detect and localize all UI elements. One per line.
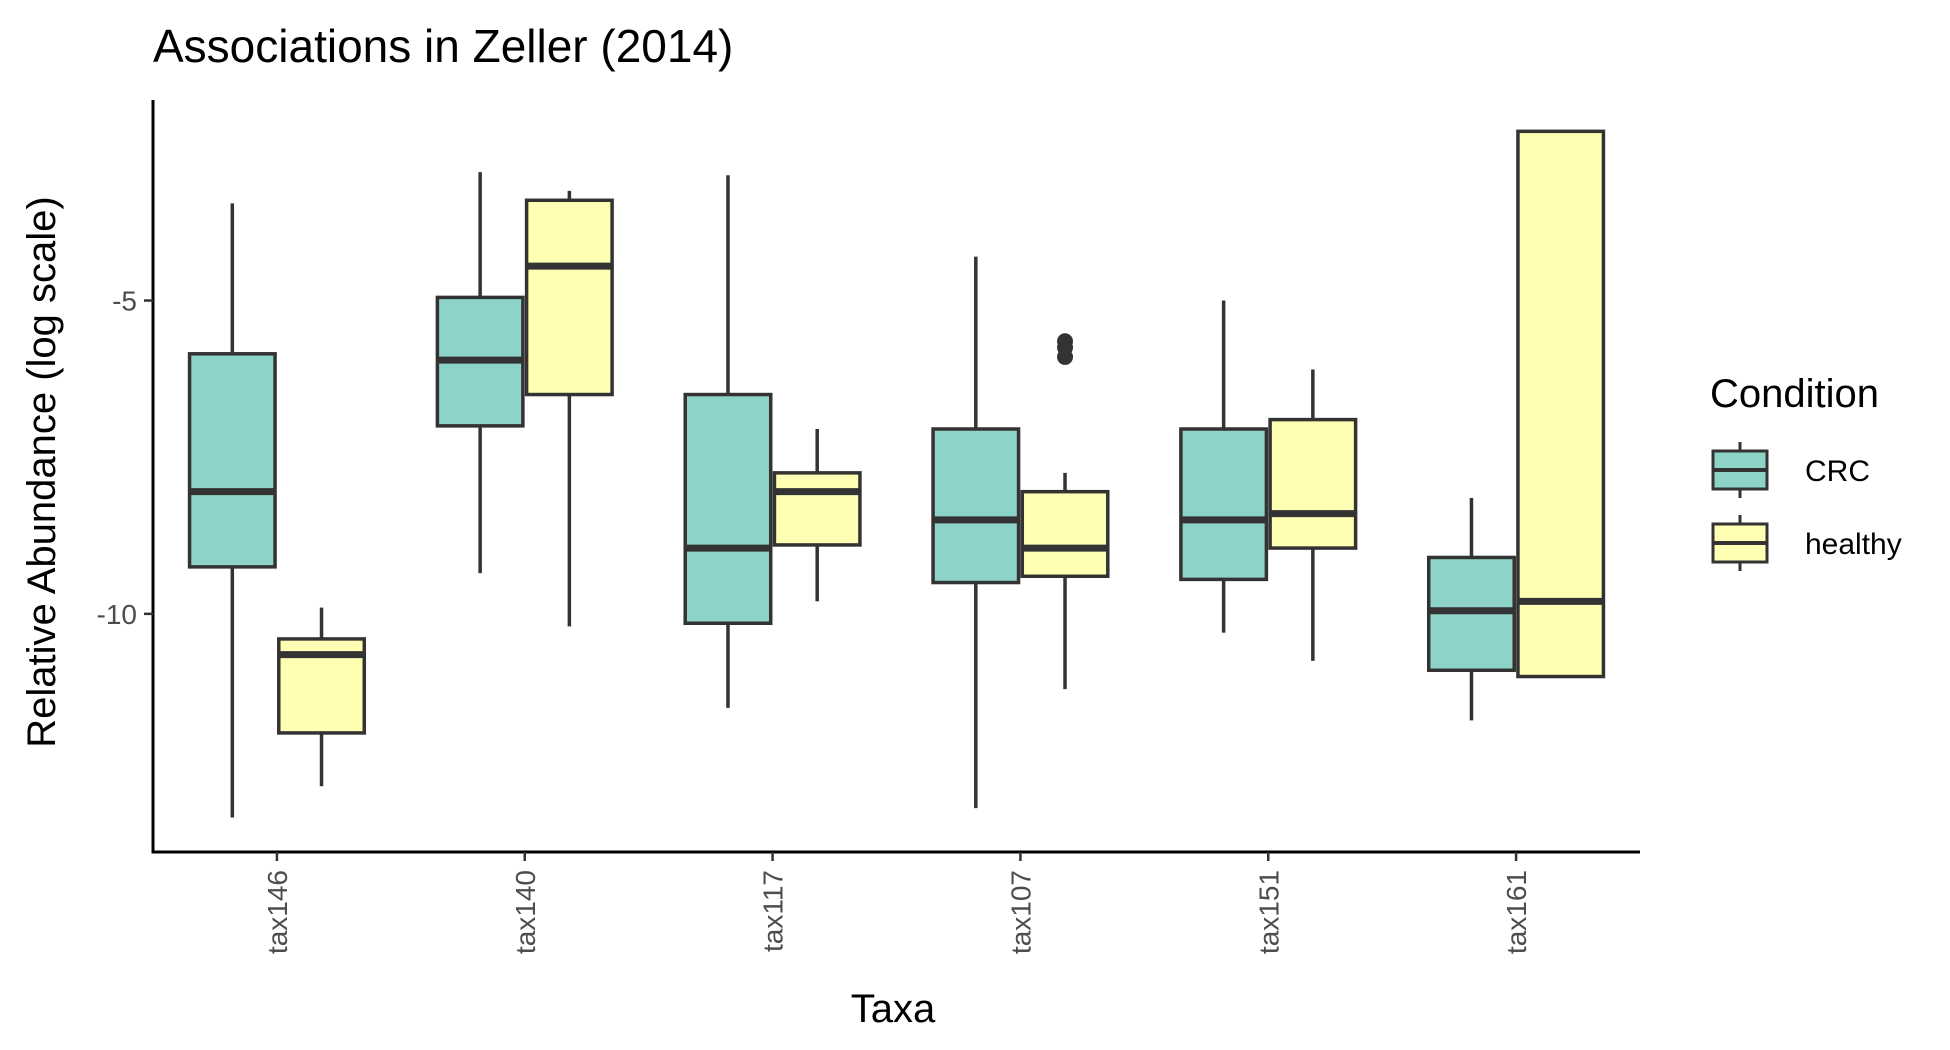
x-tick-label: tax161 — [1501, 870, 1532, 954]
legend: Condition CRC healthy — [1710, 372, 1902, 571]
y-axis-title: Relative Abundance (log scale) — [20, 196, 64, 747]
x-tick-label: tax107 — [1005, 870, 1036, 954]
axes: -5 -10 tax146 tax140 tax117 tax107 tax151 tax16… — [97, 100, 1640, 954]
box-body — [683, 392, 773, 626]
box-tax151-CRC — [1179, 300, 1269, 633]
box-tax151-healthy — [1268, 369, 1358, 661]
box-tax140-CRC — [435, 172, 525, 574]
x-tick-label: tax140 — [510, 870, 541, 954]
legend-title: Condition — [1710, 372, 1879, 416]
box-tax107-healthy — [1020, 333, 1110, 690]
box-tax107-CRC — [931, 256, 1021, 809]
box-body — [187, 352, 277, 569]
box-tax161-CRC — [1426, 497, 1516, 721]
box-body — [1516, 129, 1606, 679]
x-tick-label: tax151 — [1253, 870, 1284, 954]
box-tax146-CRC — [187, 203, 277, 818]
chart-title: Associations in Zeller (2014) — [153, 20, 733, 72]
box-tax140-healthy — [524, 190, 614, 627]
box-body — [1179, 427, 1269, 582]
box-body — [931, 427, 1021, 585]
outlier-point — [1057, 348, 1074, 365]
x-tick-label: tax117 — [758, 870, 789, 952]
y-tick-label: -10 — [97, 599, 137, 630]
box-tax117-healthy — [772, 429, 862, 602]
legend-label: healthy — [1805, 528, 1902, 561]
legend-item-healthy: healthy — [1711, 515, 1902, 571]
box-tax117-CRC — [683, 175, 773, 708]
y-tick-label: -5 — [112, 286, 137, 317]
box-tax146-healthy — [277, 607, 367, 787]
legend-item-CRC: CRC — [1711, 442, 1870, 498]
plot-area — [187, 129, 1606, 818]
legend-label: CRC — [1805, 455, 1870, 488]
x-tick-label: tax146 — [262, 870, 293, 954]
box-body — [772, 471, 862, 547]
box-tax161-healthy — [1516, 129, 1606, 679]
box-body — [1020, 489, 1110, 579]
x-axis-title: Taxa — [851, 987, 936, 1031]
box-body — [524, 198, 614, 397]
box-body — [1268, 417, 1358, 550]
